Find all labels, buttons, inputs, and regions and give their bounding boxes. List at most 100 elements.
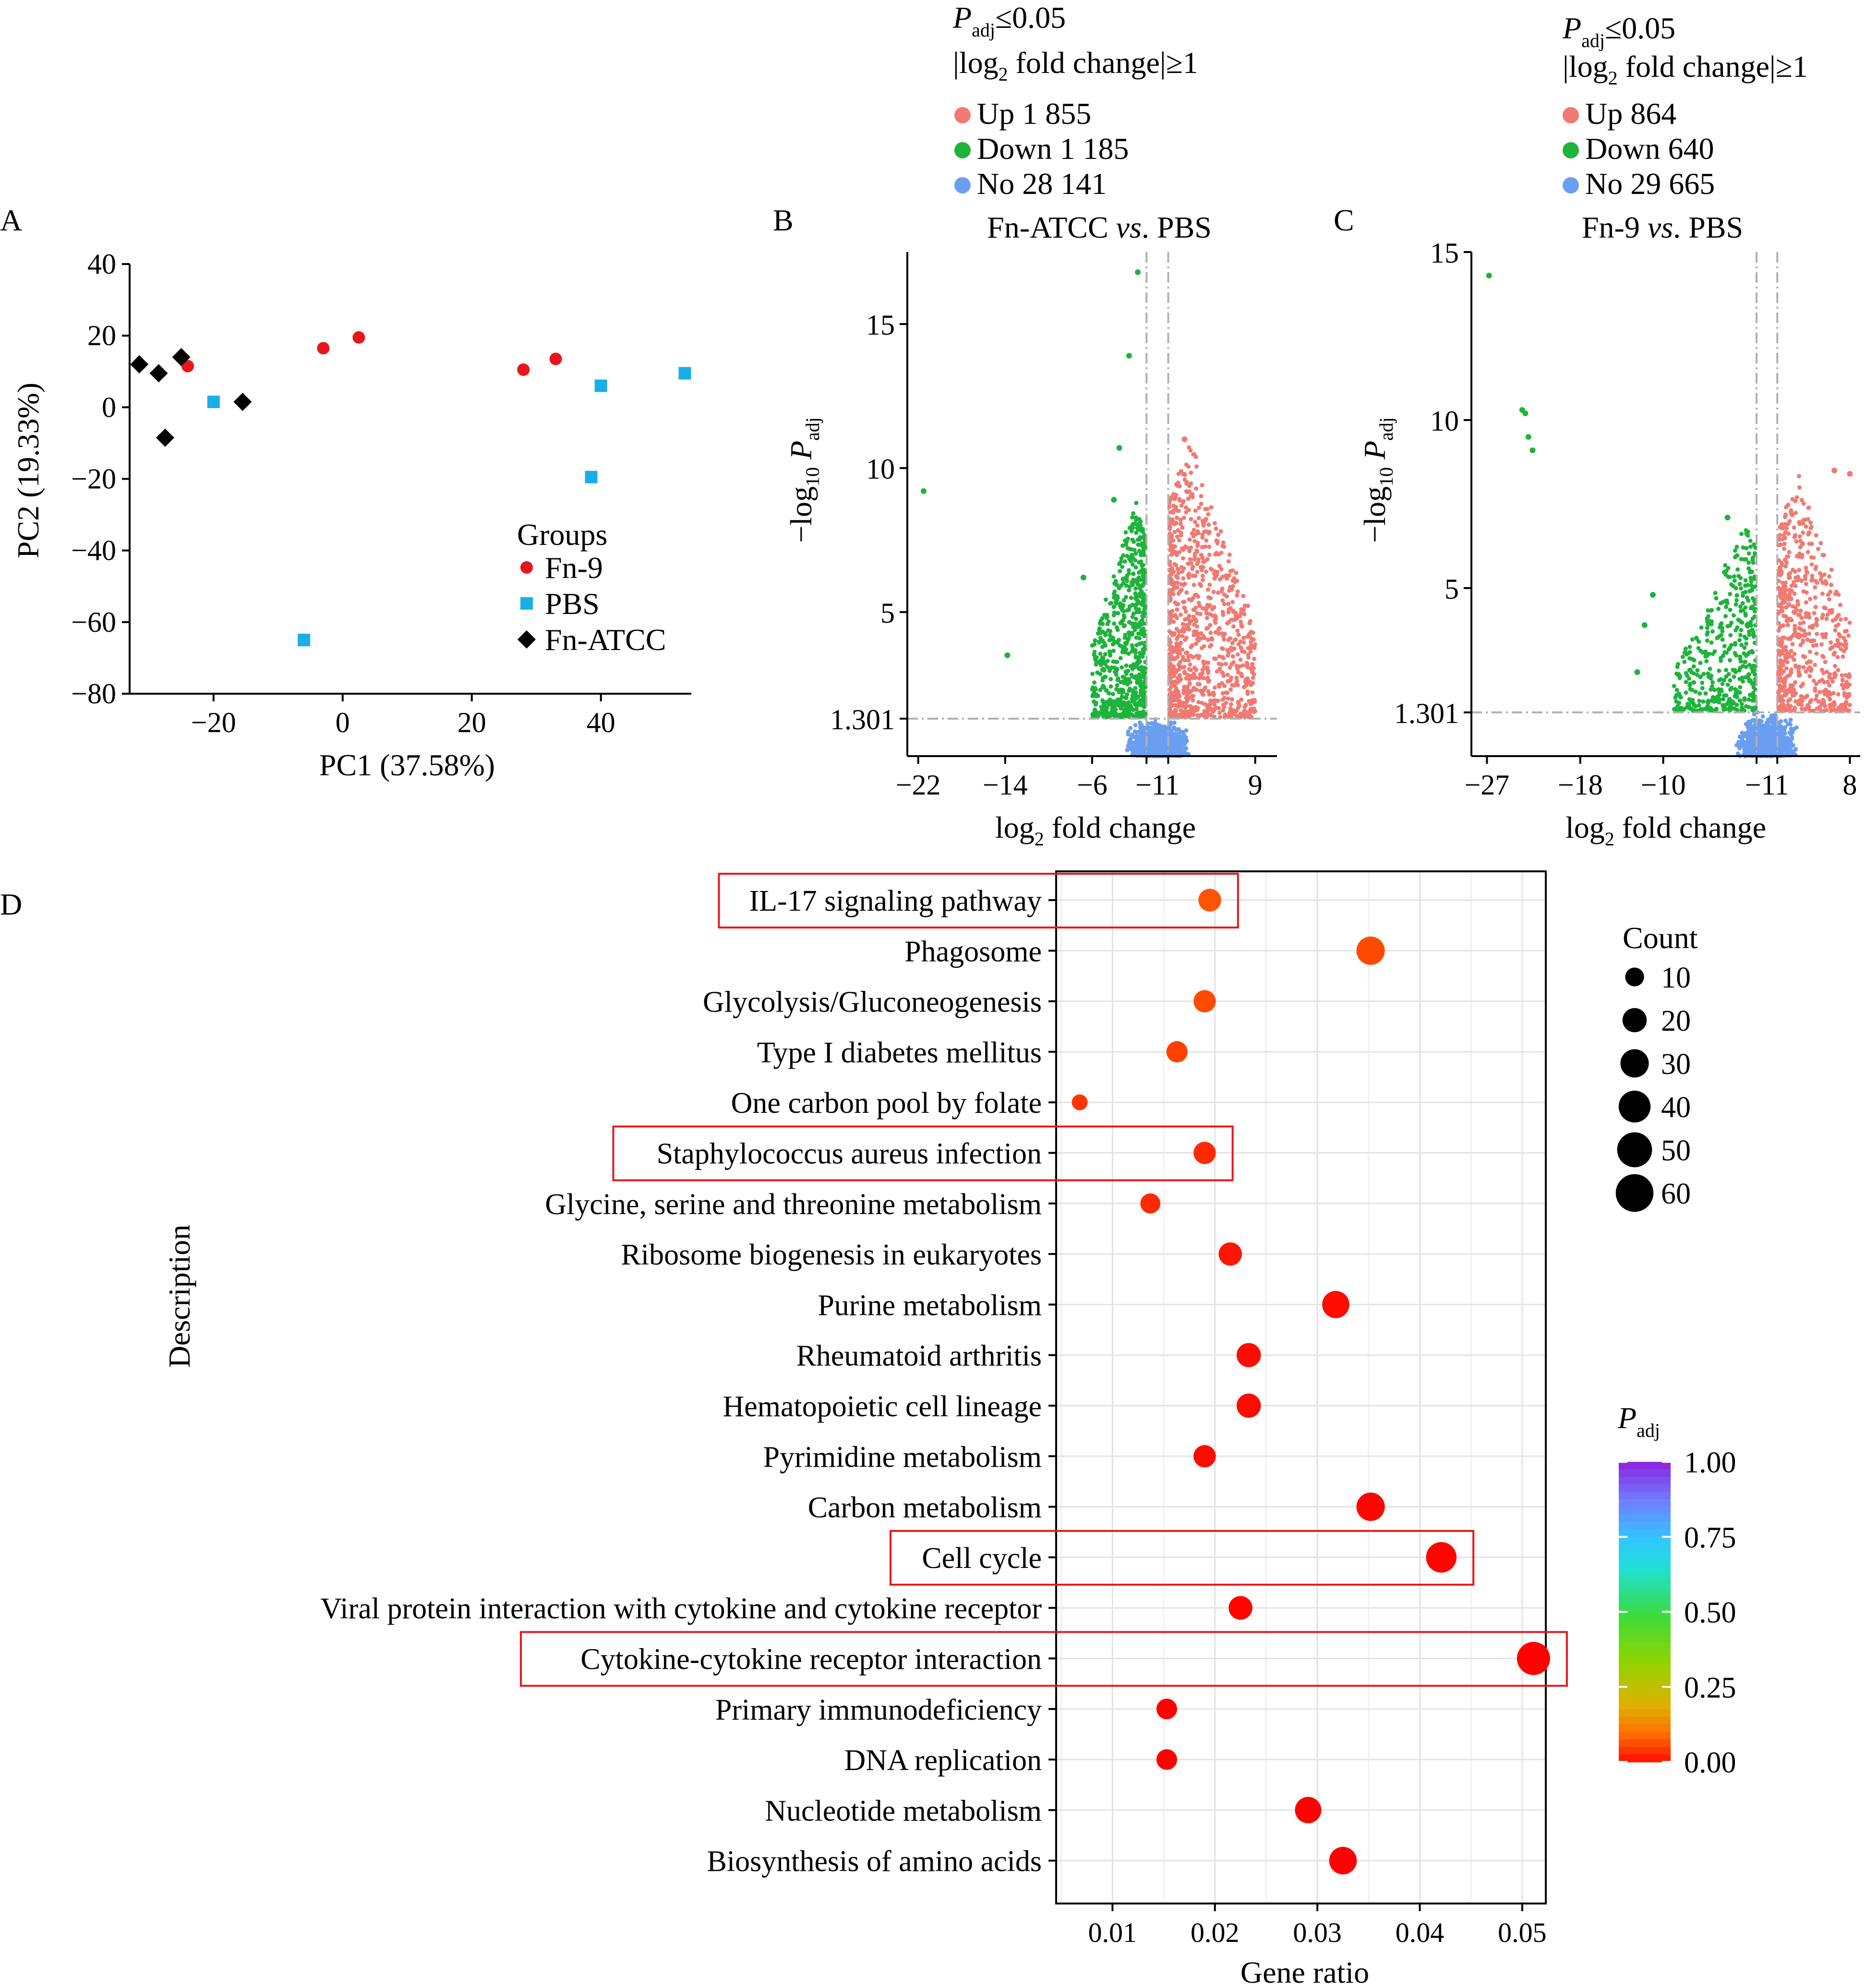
volcano-point-up [1832,663,1837,668]
volcano-legend-label-up: Up 864 [1585,96,1676,131]
volcano-point-up [1211,590,1216,594]
volcano-point-up [1251,637,1256,642]
volcano-point-down [1137,710,1142,715]
volcano-point-up [1192,582,1196,587]
volcano-point-up [1217,564,1222,568]
volcano-point-up [1814,621,1818,626]
volcano-point-up [1199,567,1204,572]
volcano-point-up [1186,575,1191,580]
volcano-point-up [1168,596,1173,601]
volcano-point-down [1127,607,1132,612]
volcano-point-up [1196,636,1201,641]
volcano-point-up [1171,538,1176,543]
volcano-point-up [1191,607,1196,612]
volcano-fn9-title: Fn-9 vs. PBS [1582,210,1743,244]
volcano-point-up [1174,641,1179,646]
pca-legend-label: Fn-9 [545,551,603,585]
volcano-point-no [1125,747,1130,752]
volcano-point-down [1120,694,1124,699]
volcano-point-up [1797,567,1802,572]
volcano-point-down [1115,677,1120,682]
volcano-point-up [1799,707,1804,711]
volcano-point-up [1787,550,1792,554]
volcano-point-outlier [920,488,927,494]
volcano-point-no [1741,743,1746,748]
pca-point-fn-atcc [172,348,191,366]
volcano-point-up [1200,544,1204,549]
volcano-point-up [1221,540,1226,545]
volcano-point-up [1193,508,1198,513]
volcano-point-up [1235,593,1240,598]
volcano-point-up [1172,530,1177,534]
pca-y-tick-label: 40 [87,248,116,280]
volcano-point-up [1198,688,1203,693]
volcano-point-no [1144,751,1149,756]
volcano-point-up [1169,495,1174,500]
volcano-point-up [1229,697,1234,702]
volcano-point-down [1140,622,1145,627]
volcano-point-up [1171,592,1176,597]
volcano-point-up [1230,600,1235,604]
volcano-point-up [1189,481,1193,486]
volcano-point-up [1219,681,1224,686]
volcano-point-up [1224,573,1228,578]
volcano-point-up [1252,709,1257,714]
volcano-point-no [1737,734,1742,739]
volcano-point-down [1128,706,1132,711]
volcano-point-up [1181,500,1185,505]
volcano-point-up [1251,675,1255,680]
volcano-point-up [1182,685,1187,689]
volcano-point-down [1103,633,1108,638]
volcano-point-up [1206,689,1211,694]
volcano-x-tick-label: 9 [1248,769,1263,801]
volcano-point-up [1229,648,1234,652]
volcano-point-up [1207,582,1212,587]
volcano-point-up [1173,679,1178,684]
volcano-point-up [1202,636,1207,640]
volcano-x-tick-label: −22 [896,769,941,801]
volcano-point-up [1196,601,1201,605]
volcano-point-up [1231,584,1236,589]
volcano-point-down [1115,582,1120,587]
volcano-point-up [1242,603,1247,608]
volcano-point-up [1824,616,1829,621]
volcano-point-up [1200,700,1204,705]
volcano-point-down [1133,686,1138,690]
volcano-point-up [1182,715,1187,720]
volcano-point-down [1132,627,1137,632]
volcano-point-no [1152,746,1157,751]
volcano-point-up [1248,708,1252,713]
volcano-point-up [1219,670,1224,675]
volcano-point-down [1130,643,1134,648]
volcano-point-up [1193,617,1198,622]
volcano-point-down [1133,621,1138,626]
volcano-point-no [1178,730,1183,735]
volcano-point-up [1168,510,1173,515]
volcano-point-down [1110,692,1115,697]
volcano-point-up [1187,667,1192,672]
volcano-point-no [1781,747,1786,752]
volcano-point-up [1220,598,1225,603]
volcano-point-no [1748,742,1753,747]
volcano-point-up [1834,624,1839,628]
volcano-point-up [1219,551,1224,555]
volcano-point-up [1177,644,1181,649]
volcano-point-up [1204,626,1209,631]
volcano-point-up [1180,525,1185,530]
volcano-point-up [1207,692,1212,697]
volcano-point-down [1093,638,1097,643]
pca-y-tick-label: 0 [102,391,116,423]
volcano-point-up [1227,588,1232,593]
volcano-legend-marker-down [954,142,971,158]
volcano-point-down [1136,631,1141,636]
volcano-point-down [1133,654,1138,659]
volcano-point-down [1100,616,1105,621]
volcano-point-up [1815,580,1819,585]
volcano-point-up [1239,619,1243,624]
volcano-point-up [1226,696,1231,701]
volcano-point-up [1187,621,1192,626]
